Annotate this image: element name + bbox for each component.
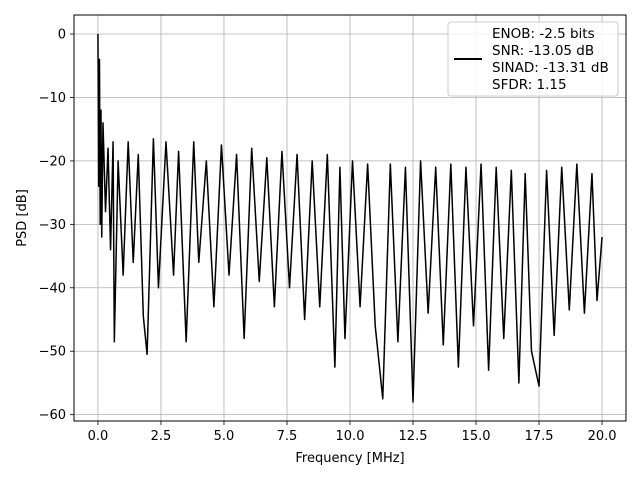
- x-tick-label: 0.0: [88, 429, 109, 444]
- x-tick-label: 2.5: [151, 429, 172, 444]
- y-tick-label: −10: [39, 91, 66, 106]
- x-axis: 0.0 2.5 5.0 7.5 10.0 12.5 15.0 17.5 20.0: [88, 421, 617, 444]
- y-tick-label: −50: [39, 345, 66, 360]
- series-layer: [97, 34, 603, 403]
- y-tick-label: −20: [39, 154, 66, 169]
- legend-entry-enob: ENOB: -2.5 bits: [492, 26, 595, 42]
- legend-entry-snr: SNR: -13.05 dB: [492, 43, 594, 59]
- legend-box: [447, 21, 619, 97]
- x-tick-label: 12.5: [399, 429, 428, 444]
- x-tick-label: 7.5: [277, 429, 298, 444]
- y-tick-label: −60: [39, 408, 66, 423]
- x-tick-label: 17.5: [525, 429, 554, 444]
- y-tick-label: 0: [58, 28, 66, 43]
- y-axis-label: PSD [dB]: [15, 189, 30, 247]
- y-axis: 0 −10 −20 −30 −40 −50 −60: [39, 28, 74, 423]
- y-tick-label: −30: [39, 218, 66, 233]
- x-tick-label: 15.0: [462, 429, 491, 444]
- x-tick-label: 5.0: [214, 429, 235, 444]
- x-tick-label: 10.0: [336, 429, 365, 444]
- psd-series-line: [97, 34, 603, 403]
- x-tick-label: 20.0: [588, 429, 617, 444]
- legend-entry-sinad: SINAD: -13.31 dB: [492, 60, 609, 76]
- legend-entry-sfdr: SFDR: 1.15: [492, 77, 567, 93]
- legend: ENOB: -2.5 bits SNR: -13.05 dB SINAD: -1…: [447, 21, 619, 97]
- y-tick-label: −40: [39, 281, 66, 296]
- x-axis-label: Frequency [MHz]: [295, 451, 404, 466]
